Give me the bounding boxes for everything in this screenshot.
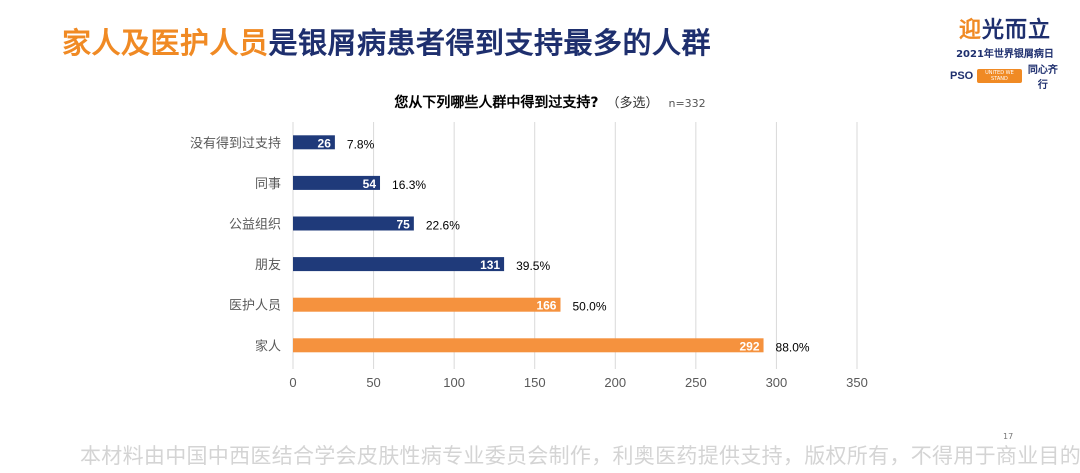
x-tick-label: 250 — [685, 375, 707, 390]
x-tick-label: 50 — [366, 375, 380, 390]
logo-bottom-row: PSO UNITED WE STAND 同心齐行 — [950, 61, 1060, 91]
bar-percent-label: 39.5% — [516, 259, 550, 273]
bar-value-label: 292 — [740, 339, 760, 353]
logo-slogan: 同心齐行 — [1027, 65, 1058, 91]
bar-value-label: 54 — [363, 177, 377, 191]
bar-percent-label: 16.3% — [392, 178, 426, 192]
x-tick-label: 300 — [766, 375, 788, 390]
chart-question: 您从下列哪些人群中得到过支持? — [394, 95, 599, 111]
chart-multi-select: （多选） — [606, 96, 659, 111]
bar-percent-label: 22.6% — [426, 219, 460, 233]
bar-percent-label: 50.0% — [572, 300, 606, 314]
slide-title-highlight: 家人及医护人员 — [62, 26, 269, 60]
bar — [293, 338, 764, 353]
bar — [293, 257, 505, 272]
y-category-label: 没有得到过支持 — [190, 135, 281, 151]
bar-percent-label: 7.8% — [347, 137, 375, 151]
bar — [293, 135, 335, 150]
x-tick-label: 100 — [443, 375, 465, 390]
chart-header: 您从下列哪些人群中得到过支持? （多选） n=332 — [0, 92, 1080, 112]
y-category-label: 朋友 — [255, 257, 281, 273]
y-category-label: 医护人员 — [229, 299, 281, 314]
bar — [293, 175, 381, 190]
bar — [293, 297, 561, 312]
y-category-label: 公益组织 — [229, 218, 281, 233]
bar-value-label: 26 — [318, 136, 332, 150]
bar — [293, 216, 414, 231]
bar-value-label: 131 — [480, 258, 500, 272]
y-category-label: 家人 — [255, 338, 281, 354]
bar-percent-label: 88.0% — [776, 340, 810, 354]
bar-value-label: 166 — [536, 299, 556, 313]
x-tick-label: 350 — [846, 375, 868, 390]
logo-badge: UNITED WE STAND — [977, 69, 1022, 83]
y-category-label: 同事 — [255, 177, 281, 192]
x-tick-label: 150 — [524, 375, 546, 390]
slide-title-rest: 是银屑病患者得到支持最多的人群 — [268, 26, 712, 60]
chart-sample-size: n=332 — [668, 97, 706, 110]
x-tick-label: 0 — [289, 375, 296, 390]
campaign-logo: 迎光而立 2021年世界银屑病日 PSO UNITED WE STAND 同心齐… — [950, 12, 1060, 91]
logo-main-text: 迎光而立 — [950, 12, 1060, 44]
bar-value-label: 75 — [396, 218, 410, 232]
copyright-footer: 本材料由中国中西医结合学会皮肤性病专业委员会制作，利奥医药提供支持，版权所有，不… — [80, 444, 1080, 468]
logo-main-rest: 光而立 — [982, 18, 1052, 43]
logo-main-accent: 迎 — [958, 18, 982, 43]
slide-title: 家人及医护人员是银屑病患者得到支持最多的人群 — [62, 20, 711, 62]
x-tick-label: 200 — [604, 375, 626, 390]
logo-year-line: 2021年世界银屑病日 — [956, 49, 1054, 60]
page-number: 17 — [1003, 432, 1014, 441]
logo-pso: PSO — [950, 70, 974, 82]
